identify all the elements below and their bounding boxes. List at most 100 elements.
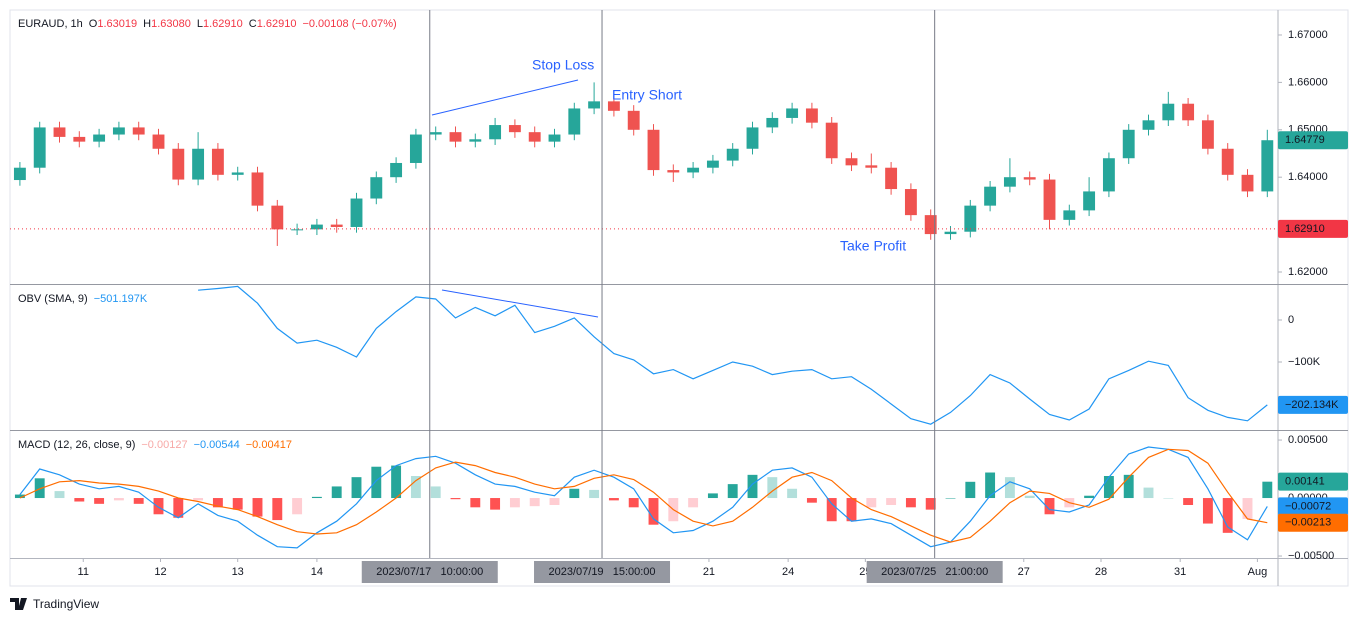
pane-header: EURAUD, 1h O1.63019 H1.63080 L1.62910 C1.629…	[18, 18, 397, 30]
histogram-bar	[430, 486, 441, 499]
candle-body	[409, 134, 422, 163]
histogram-bar	[826, 498, 837, 522]
candle-body	[370, 177, 383, 199]
logo-icon	[10, 598, 27, 610]
histogram-bar	[509, 498, 520, 508]
histogram-bar	[351, 477, 362, 499]
histogram-bar	[529, 498, 540, 507]
x-tick-label: 24	[782, 566, 794, 578]
candle-body	[1023, 177, 1036, 180]
candle-body	[766, 117, 779, 128]
header-text: −0.00127	[141, 439, 187, 451]
candle-body	[1063, 210, 1076, 220]
pane-header: MACD (12, 26, close, 9) −0.00127 −0.00544−…	[18, 439, 292, 451]
y-tick-label: 0.00500	[1288, 434, 1328, 446]
candle-body	[825, 122, 838, 159]
line-series	[19, 446, 1268, 549]
y-tick-label: 1.62000	[1288, 266, 1328, 278]
histogram-bar	[272, 498, 283, 521]
histogram-bar	[985, 472, 996, 499]
histogram-bar	[470, 498, 481, 508]
price-label-box	[1278, 219, 1348, 238]
histogram-bar	[1103, 476, 1114, 499]
histogram-bar	[292, 498, 303, 515]
y-tick-label: 1.64000	[1288, 171, 1328, 183]
candle-body	[429, 132, 442, 135]
pane-header: OBV (SMA, 9) −501.197K	[18, 293, 148, 305]
plot-layer: 1.620001.630001.640001.650001.660001.670…	[10, 10, 1348, 583]
candle-body	[667, 170, 680, 173]
price-label: 1.64779	[1285, 134, 1325, 146]
header-text: C	[249, 18, 257, 30]
histogram-bar	[688, 498, 699, 508]
histogram-bar	[1084, 495, 1095, 499]
histogram-bar	[707, 493, 718, 499]
x-tick-label: 12	[154, 566, 166, 578]
histogram-bar	[94, 498, 105, 504]
x-tick-label: 14	[311, 566, 323, 578]
candle-body	[112, 127, 125, 135]
candle-body	[330, 224, 343, 227]
candle-body	[350, 198, 363, 227]
x-tick-label: Aug	[1248, 566, 1268, 578]
candle-body	[132, 127, 145, 135]
candle-body	[251, 172, 264, 206]
price-label: −0.00213	[1285, 517, 1331, 529]
candle-body	[449, 132, 462, 142]
candle-body	[607, 101, 620, 111]
candle-body	[53, 127, 66, 137]
price-label-box	[1278, 395, 1348, 414]
candle-body	[390, 162, 403, 178]
candle-body	[726, 148, 739, 161]
histogram-bar	[806, 498, 817, 503]
candle-body	[271, 205, 284, 230]
histogram-bar	[648, 498, 659, 525]
candle-body	[588, 101, 601, 109]
candle-body	[1122, 129, 1135, 159]
header-text: EURAUD, 1h	[18, 18, 83, 30]
histogram-bar	[589, 489, 600, 499]
pane	[13, 82, 1274, 246]
histogram-bar	[569, 488, 580, 499]
trend-line	[431, 79, 579, 116]
histogram-bar	[905, 498, 916, 508]
price-label: 0.00141	[1285, 476, 1325, 488]
candle-body	[13, 167, 26, 181]
candle-body	[73, 136, 86, 142]
histogram-bar	[153, 498, 164, 515]
candle-body	[786, 108, 799, 118]
histogram-bar	[1044, 498, 1055, 515]
header-text: −0.00417	[246, 439, 292, 451]
y-tick-label: 1.66000	[1288, 76, 1328, 88]
candle-body	[469, 139, 482, 142]
histogram-bar	[173, 498, 184, 518]
histogram-bar	[450, 498, 461, 500]
candle-body	[1083, 191, 1096, 211]
y-tick-label: 1.67000	[1288, 29, 1328, 41]
histogram-bar	[212, 498, 223, 508]
candle-body	[310, 224, 323, 230]
candle-body	[1003, 177, 1016, 187]
y-tick-label: −0.00500	[1288, 550, 1334, 562]
candle-body	[1142, 120, 1155, 130]
candle-body	[291, 229, 304, 231]
histogram-bar	[727, 484, 738, 499]
histogram-bar	[133, 498, 144, 504]
candle-body	[231, 172, 244, 175]
candle-body	[93, 134, 106, 142]
candle-body	[1182, 103, 1195, 121]
header-text: O	[89, 18, 98, 30]
histogram-bar	[886, 498, 897, 505]
candle-body	[1241, 174, 1254, 192]
histogram-bar	[945, 498, 956, 499]
price-label-box	[1278, 513, 1348, 532]
histogram-bar	[1202, 498, 1213, 524]
histogram-bar	[1163, 498, 1174, 499]
histogram-bar	[1024, 495, 1035, 499]
candle-body	[489, 125, 502, 140]
candle-body	[706, 160, 719, 168]
candle-body	[172, 148, 185, 180]
histogram-bar	[628, 498, 639, 508]
histogram-bar	[490, 498, 501, 510]
